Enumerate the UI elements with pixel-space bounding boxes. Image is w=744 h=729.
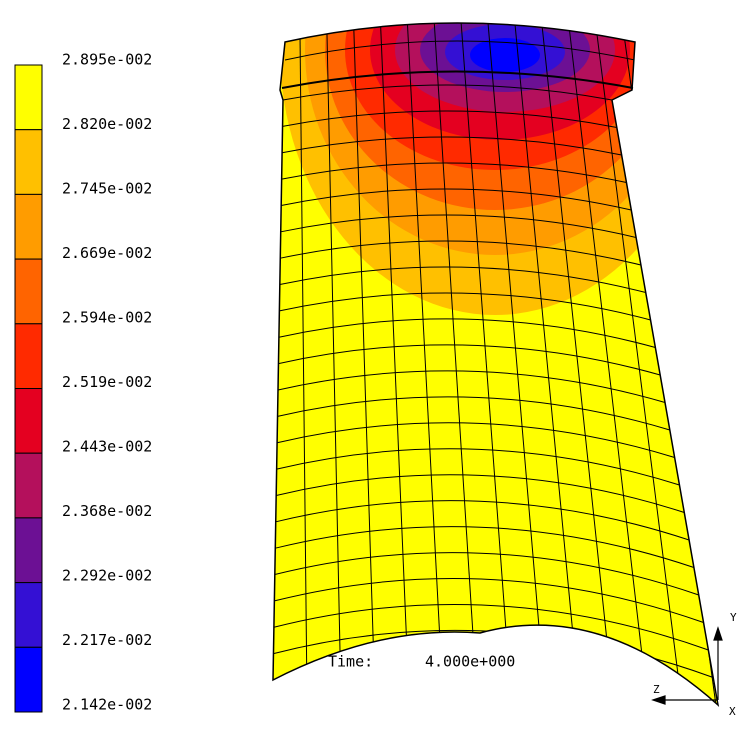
mesh-line <box>274 552 699 596</box>
legend-label: 2.142e-002 <box>62 696 152 714</box>
legend-label: 2.292e-002 <box>62 567 152 585</box>
mesh-line <box>282 84 613 101</box>
legend-swatch <box>14 582 43 648</box>
mesh-line <box>276 448 680 486</box>
time-value: 4.000e+000 <box>425 653 515 671</box>
legend-swatch <box>14 129 43 195</box>
model <box>273 23 718 705</box>
legend-swatch <box>14 258 43 325</box>
mesh-line <box>279 292 651 321</box>
mesh-line <box>278 344 661 376</box>
legend-label: 2.443e-002 <box>62 438 152 456</box>
triad-x: X <box>729 705 736 718</box>
mesh-line <box>278 318 656 348</box>
mesh-line <box>284 40 636 61</box>
mesh-line <box>379 23 411 705</box>
mesh-line <box>273 603 709 651</box>
rim-edge <box>281 70 634 89</box>
mesh-line <box>276 474 685 513</box>
time-label: Time: <box>328 653 373 671</box>
mesh-line <box>274 578 704 623</box>
legend-swatch <box>14 517 43 584</box>
legend-swatch <box>14 452 43 519</box>
mesh-line <box>567 23 651 705</box>
mesh-line <box>353 23 377 705</box>
legend-swatch <box>14 388 43 454</box>
mesh-line <box>280 214 637 238</box>
mesh-line <box>280 240 642 266</box>
mesh-line <box>594 23 685 705</box>
mesh-line <box>275 500 690 541</box>
legend-label: 2.895e-002 <box>62 51 152 69</box>
mesh-line <box>281 136 622 156</box>
mesh-line <box>277 396 670 431</box>
axis-triad <box>651 626 723 705</box>
mesh-line <box>326 23 342 705</box>
mesh-line <box>276 422 675 458</box>
legend-swatch <box>14 64 43 131</box>
legend-swatch <box>14 646 43 713</box>
legend-label: 2.594e-002 <box>62 309 152 327</box>
legend-label: 2.745e-002 <box>62 180 152 198</box>
mesh-line <box>281 162 627 183</box>
mesh-line <box>540 23 616 705</box>
arrow-heads <box>651 626 723 705</box>
mesh-line <box>281 188 632 211</box>
legend-swatch <box>14 323 43 389</box>
legend-label: 2.820e-002 <box>62 115 152 133</box>
legend-label: 2.217e-002 <box>62 631 152 649</box>
legend-swatch <box>14 193 43 260</box>
legend-label: 2.368e-002 <box>62 502 152 520</box>
legend: 2.895e-002 2.820e-002 2.745e-002 2.669e-002… <box>14 51 152 714</box>
triad-y: Y <box>730 611 737 624</box>
triad-z: Z <box>653 683 660 696</box>
model-outline <box>272 22 720 707</box>
mesh-line <box>277 370 666 403</box>
mesh-line <box>275 526 695 568</box>
mesh-line <box>282 110 617 128</box>
mesh-line <box>514 23 582 705</box>
mesh-line <box>279 266 646 293</box>
contour-band <box>470 38 540 72</box>
mesh-line <box>460 23 514 705</box>
legend-label: 2.669e-002 <box>62 244 152 262</box>
mesh-line <box>299 23 308 705</box>
mesh-line <box>406 23 445 705</box>
mesh-line <box>487 23 548 705</box>
legend-label: 2.519e-002 <box>62 373 152 391</box>
